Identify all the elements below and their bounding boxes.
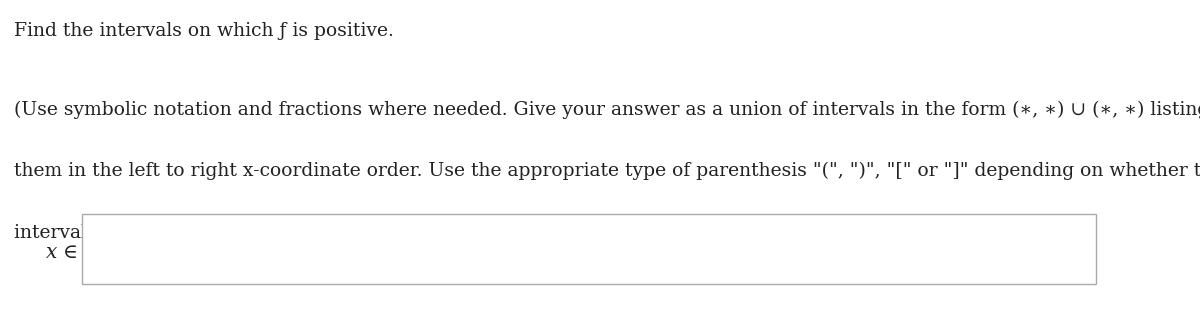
Text: x: x [46,243,56,261]
Text: Find the intervals on which ƒ is positive.: Find the intervals on which ƒ is positiv… [14,22,395,40]
Text: (Use symbolic notation and fractions where needed. Give your answer as a union o: (Use symbolic notation and fractions whe… [14,101,1200,119]
FancyBboxPatch shape [82,214,1096,284]
Text: interval is open or closed.): interval is open or closed.) [14,224,266,242]
Text: ∈: ∈ [62,243,77,261]
Text: them in the left to right x-coordinate order. Use the appropriate type of parent: them in the left to right x-coordinate o… [14,162,1200,180]
